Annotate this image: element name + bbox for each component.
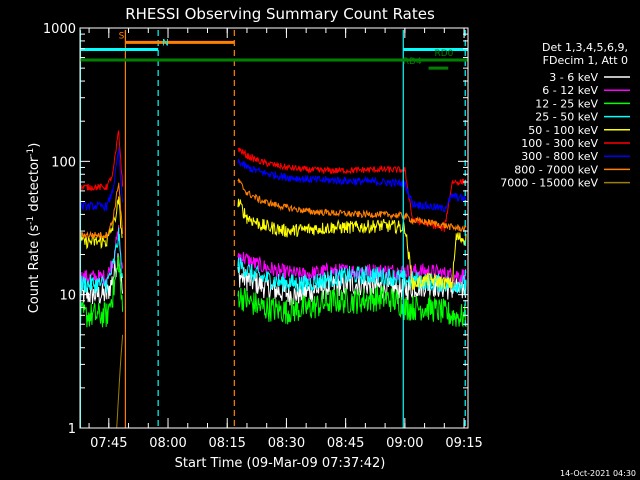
plot-area: S N RD0 RD4 [79, 30, 468, 429]
plot-frame [79, 27, 469, 429]
legend-header-1: Det 1,3,4,5,6,9, [542, 41, 628, 54]
flag-label-4: RD0 [434, 49, 453, 59]
legend-label-0: 3 - 6 keV [549, 71, 598, 84]
y-tick-label-1: 100 [51, 155, 76, 170]
x-tick-label-0: 07:45 [90, 436, 127, 451]
y-tick-label-2: 10 [59, 289, 76, 304]
flag-label-0: S [119, 31, 125, 41]
legend-label-8: 7000 - 15000 keV [500, 177, 598, 190]
legend-label-4: 50 - 100 keV [528, 124, 598, 137]
legend-label-3: 25 - 50 keV [535, 111, 598, 124]
legend-label-6: 300 - 800 keV [521, 150, 598, 163]
y-axis-label-sup: -1 [26, 216, 36, 225]
series-line-8 [116, 334, 124, 429]
series-line-7 [79, 177, 467, 240]
x-axis-label: Start Time (09-Mar-09 07:37:42) [175, 456, 386, 471]
axes: 1000 100 10 1 07:45 08:00 08:15 08:30 08:45 09:00… [43, 22, 483, 451]
x-tick-label-4: 08:45 [327, 436, 364, 451]
flag-label-5: RD4 [403, 57, 422, 67]
legend-label-7: 800 - 7000 keV [514, 163, 598, 176]
y-axis-label: Count Rate (s-1 detector-1) [26, 143, 42, 314]
y-axis-label-end: ) [27, 143, 42, 148]
x-tick-label-1: 08:00 [149, 436, 186, 451]
x-tick-label-3: 08:30 [268, 436, 305, 451]
flag-label-1: N [162, 38, 169, 48]
series-line-2 [79, 256, 467, 328]
x-tick-label-2: 08:15 [208, 436, 245, 451]
legend-label-5: 100 - 300 keV [521, 137, 598, 150]
y-tick-label-0: 1000 [43, 22, 76, 37]
y-axis-label-tail: detector [27, 156, 42, 216]
svg-text:Count Rate (s-1 detector-1): Count Rate (s-1 detector-1) [26, 143, 42, 314]
legend-label-1: 6 - 12 keV [542, 84, 598, 97]
footer-date: 14-Oct-2021 04:30 [560, 469, 636, 478]
y-tick-label-3: 1 [68, 422, 76, 437]
series-line-6 [79, 147, 467, 213]
chart-title: RHESSI Observing Summary Count Rates [125, 5, 435, 23]
series-line-0 [79, 253, 467, 306]
series-line-4 [79, 196, 467, 291]
y-axis-label-base: Count Rate (s [27, 225, 42, 314]
y-axis-label-sup-2: -1 [26, 148, 36, 157]
legend-header-2: FDecim 1, Att 0 [543, 54, 628, 67]
series-line-3 [79, 227, 467, 294]
x-tick-label-6: 09:15 [445, 436, 482, 451]
x-tick-label-5: 09:00 [386, 436, 423, 451]
legend-label-2: 12 - 25 keV [535, 97, 598, 110]
